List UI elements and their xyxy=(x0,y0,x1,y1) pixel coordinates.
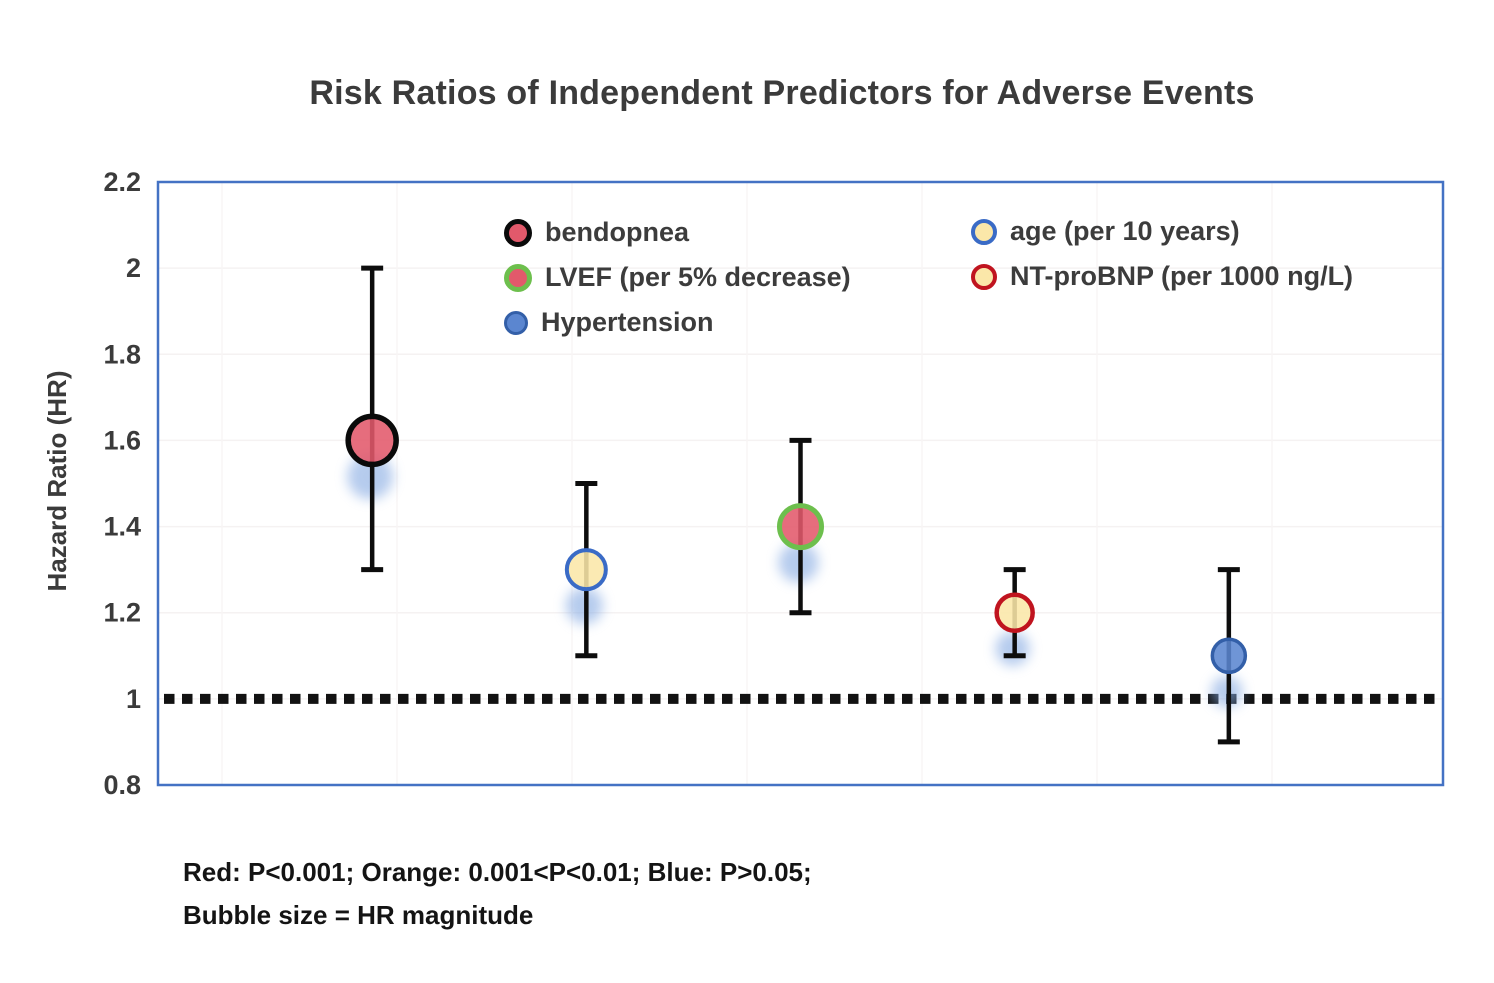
legend-left-column: bendopnea LVEF (per 5% decrease) Hypertens… xyxy=(504,210,851,345)
y-tick-label: 1 xyxy=(126,684,141,714)
data-point-bendopnea xyxy=(345,413,399,468)
legend-marker-icon xyxy=(971,263,997,290)
chart-title: Risk Ratios of Independent Predictors fo… xyxy=(309,74,1255,112)
legend-item-Hypertension: Hypertension xyxy=(504,300,851,345)
y-tick-label: 1.2 xyxy=(103,598,141,628)
legend-item-bendopnea: bendopnea xyxy=(504,210,851,255)
legend-marker-icon xyxy=(971,218,997,245)
legend-marker-icon xyxy=(504,263,532,292)
legend-label: NT-proBNP (per 1000 ng/L) xyxy=(1010,261,1354,291)
legend-label: bendopnea xyxy=(545,217,690,247)
legend-marker-icon xyxy=(504,218,532,247)
footnote-pvalue-key: Red: P<0.001; Orange: 0.001<P<0.01; Blue… xyxy=(183,857,812,887)
footnote-bubble-size: Bubble size = HR magnitude xyxy=(183,900,534,930)
data-point-age (per 10 years) xyxy=(564,548,608,592)
y-tick-label: 1.6 xyxy=(103,425,141,455)
legend-right-column: age (per 10 years) NT-proBNP (per 1000 ng… xyxy=(971,209,1353,299)
legend-item-LVEF (per 5% decrease): LVEF (per 5% decrease) xyxy=(504,255,851,300)
y-tick-label: 2 xyxy=(126,253,141,283)
data-point-LVEF (per 5% decrease) xyxy=(777,503,824,551)
y-tick-label: 0.8 xyxy=(103,770,141,800)
legend-label: LVEF (per 5% decrease) xyxy=(545,262,851,292)
plot-border xyxy=(156,180,1445,787)
legend-marker-icon xyxy=(504,310,528,335)
y-tick-label: 1.4 xyxy=(103,512,141,542)
y-tick-label: 1.8 xyxy=(103,339,141,369)
legend-item-NT-proBNP (per 1000 ng/L): NT-proBNP (per 1000 ng/L) xyxy=(971,254,1353,299)
legend-item-age (per 10 years): age (per 10 years) xyxy=(971,209,1353,254)
data-point-NT-proBNP (per 1000 ng/L) xyxy=(994,592,1035,633)
legend-label: age (per 10 years) xyxy=(1010,216,1240,246)
y-tick-label: 2.2 xyxy=(103,167,141,197)
legend-label: Hypertension xyxy=(541,307,714,337)
data-point-Hypertension xyxy=(1210,637,1248,675)
